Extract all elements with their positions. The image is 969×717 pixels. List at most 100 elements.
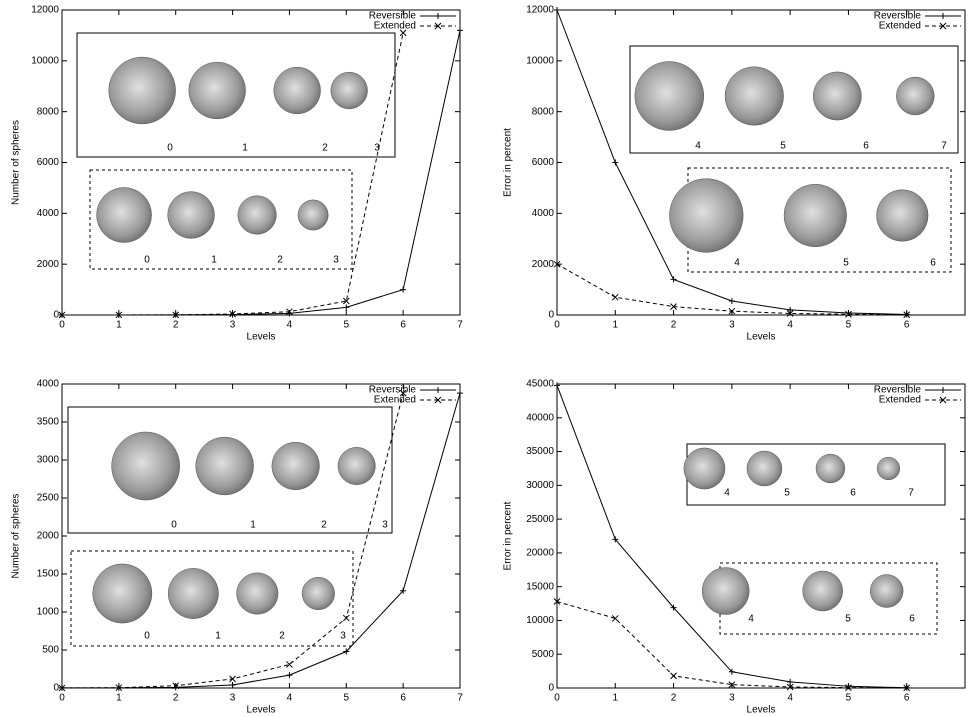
x-tick-label: 1 (116, 693, 122, 704)
x-tick-label: 4 (287, 320, 293, 331)
x-tick-label: 1 (613, 320, 619, 331)
inset-label: 0 (144, 631, 150, 642)
x-tick-label: 3 (729, 320, 735, 331)
inset-shape (669, 179, 743, 253)
x-tick-label: 0 (554, 693, 560, 704)
inset-shape (168, 192, 215, 239)
x-tick-label: 4 (287, 693, 293, 704)
inset-shape (896, 77, 934, 115)
marker (230, 682, 236, 688)
y-tick-label: 15000 (526, 581, 554, 592)
inset-shape (870, 575, 903, 608)
legend-label: Extended (879, 21, 921, 32)
x-tick-label: 6 (904, 320, 910, 331)
inset-label: 1 (250, 520, 256, 531)
inset-shape (272, 442, 320, 490)
y-tick-label: 2500 (37, 493, 60, 504)
inset-label: 7 (908, 488, 914, 499)
y-tick-label: 10000 (526, 55, 554, 66)
y-tick-label: 2000 (37, 531, 60, 542)
inset-shape (813, 72, 861, 120)
x-tick-label: 2 (671, 693, 677, 704)
y-tick-label: 6000 (37, 157, 60, 168)
inset-shape (747, 451, 782, 486)
marker (612, 294, 618, 300)
inset-label: 2 (279, 631, 285, 642)
inset-shape (302, 577, 335, 610)
marker (671, 673, 677, 679)
x-tick-label: 2 (173, 693, 179, 704)
y-tick-label: 2000 (532, 259, 555, 270)
y-tick-label: 3500 (37, 417, 60, 428)
marker (729, 298, 735, 304)
y-tick-label: 10000 (31, 55, 59, 66)
x-tick-label: 6 (400, 320, 406, 331)
inset-label: 6 (909, 614, 915, 625)
inset-shape (877, 457, 900, 480)
inset-shape (684, 448, 725, 489)
marker (612, 615, 618, 621)
y-tick-label: 12000 (526, 5, 554, 16)
inset-label: 5 (843, 258, 849, 269)
inset-shape (725, 67, 784, 126)
inset-label: 5 (845, 614, 851, 625)
y-tick-label: 2000 (37, 259, 60, 270)
y-axis-label: Number of spheres (11, 120, 22, 205)
inset-label: 2 (277, 255, 283, 266)
y-tick-label: 20000 (526, 548, 554, 559)
x-tick-label: 3 (230, 693, 236, 704)
marker (940, 13, 946, 19)
inset-label: 3 (382, 520, 388, 531)
marker (435, 387, 441, 393)
y-axis-label: Number of spheres (11, 493, 22, 578)
x-tick-label: 1 (613, 693, 619, 704)
y-tick-label: 5000 (532, 649, 555, 660)
y-tick-label: 35000 (526, 446, 554, 457)
inset-label: 5 (780, 141, 786, 152)
y-tick-label: 1000 (37, 607, 60, 618)
x-tick-label: 6 (904, 693, 910, 704)
marker (787, 679, 793, 685)
inset-label: 3 (374, 143, 380, 154)
inset-shape (803, 571, 843, 611)
y-tick-label: 25000 (526, 514, 554, 525)
marker (671, 276, 677, 282)
inset-shape (97, 187, 152, 242)
inset-label: 6 (850, 488, 856, 499)
y-tick-label: 1500 (37, 569, 60, 580)
marker (400, 287, 406, 293)
marker (554, 7, 560, 13)
y-tick-label: 10000 (526, 615, 554, 626)
inset-label: 6 (930, 258, 936, 269)
figure: 0123012302000400060008000100001200001234… (0, 0, 969, 717)
x-tick-label: 0 (59, 693, 65, 704)
y-tick-label: 500 (42, 645, 59, 656)
inset-label: 0 (171, 520, 177, 531)
inset-label: 2 (322, 143, 328, 154)
inset-shape (331, 72, 368, 109)
marker (612, 160, 618, 166)
inset-label: 4 (695, 141, 701, 152)
x-tick-label: 5 (846, 693, 852, 704)
inset-shape (338, 447, 375, 484)
inset-shape (238, 196, 277, 235)
marker (435, 13, 441, 19)
series-line (557, 385, 907, 687)
plot-frame (62, 384, 460, 688)
x-tick-label: 4 (787, 320, 793, 331)
inset-shape (109, 57, 176, 124)
inset-label: 0 (144, 255, 150, 266)
marker (343, 615, 349, 621)
marker (286, 661, 292, 667)
y-tick-label: 8000 (532, 106, 555, 117)
inset-label: 4 (748, 614, 754, 625)
x-tick-label: 6 (400, 693, 406, 704)
y-axis-label: Error in percent (503, 128, 514, 197)
inset-label: 1 (211, 255, 217, 266)
y-tick-label: 6000 (532, 157, 555, 168)
y-tick-label: 3000 (37, 455, 60, 466)
marker (343, 304, 349, 310)
x-tick-label: 2 (173, 320, 179, 331)
y-tick-label: 4000 (532, 208, 555, 219)
x-axis-label: Levels (747, 332, 776, 343)
